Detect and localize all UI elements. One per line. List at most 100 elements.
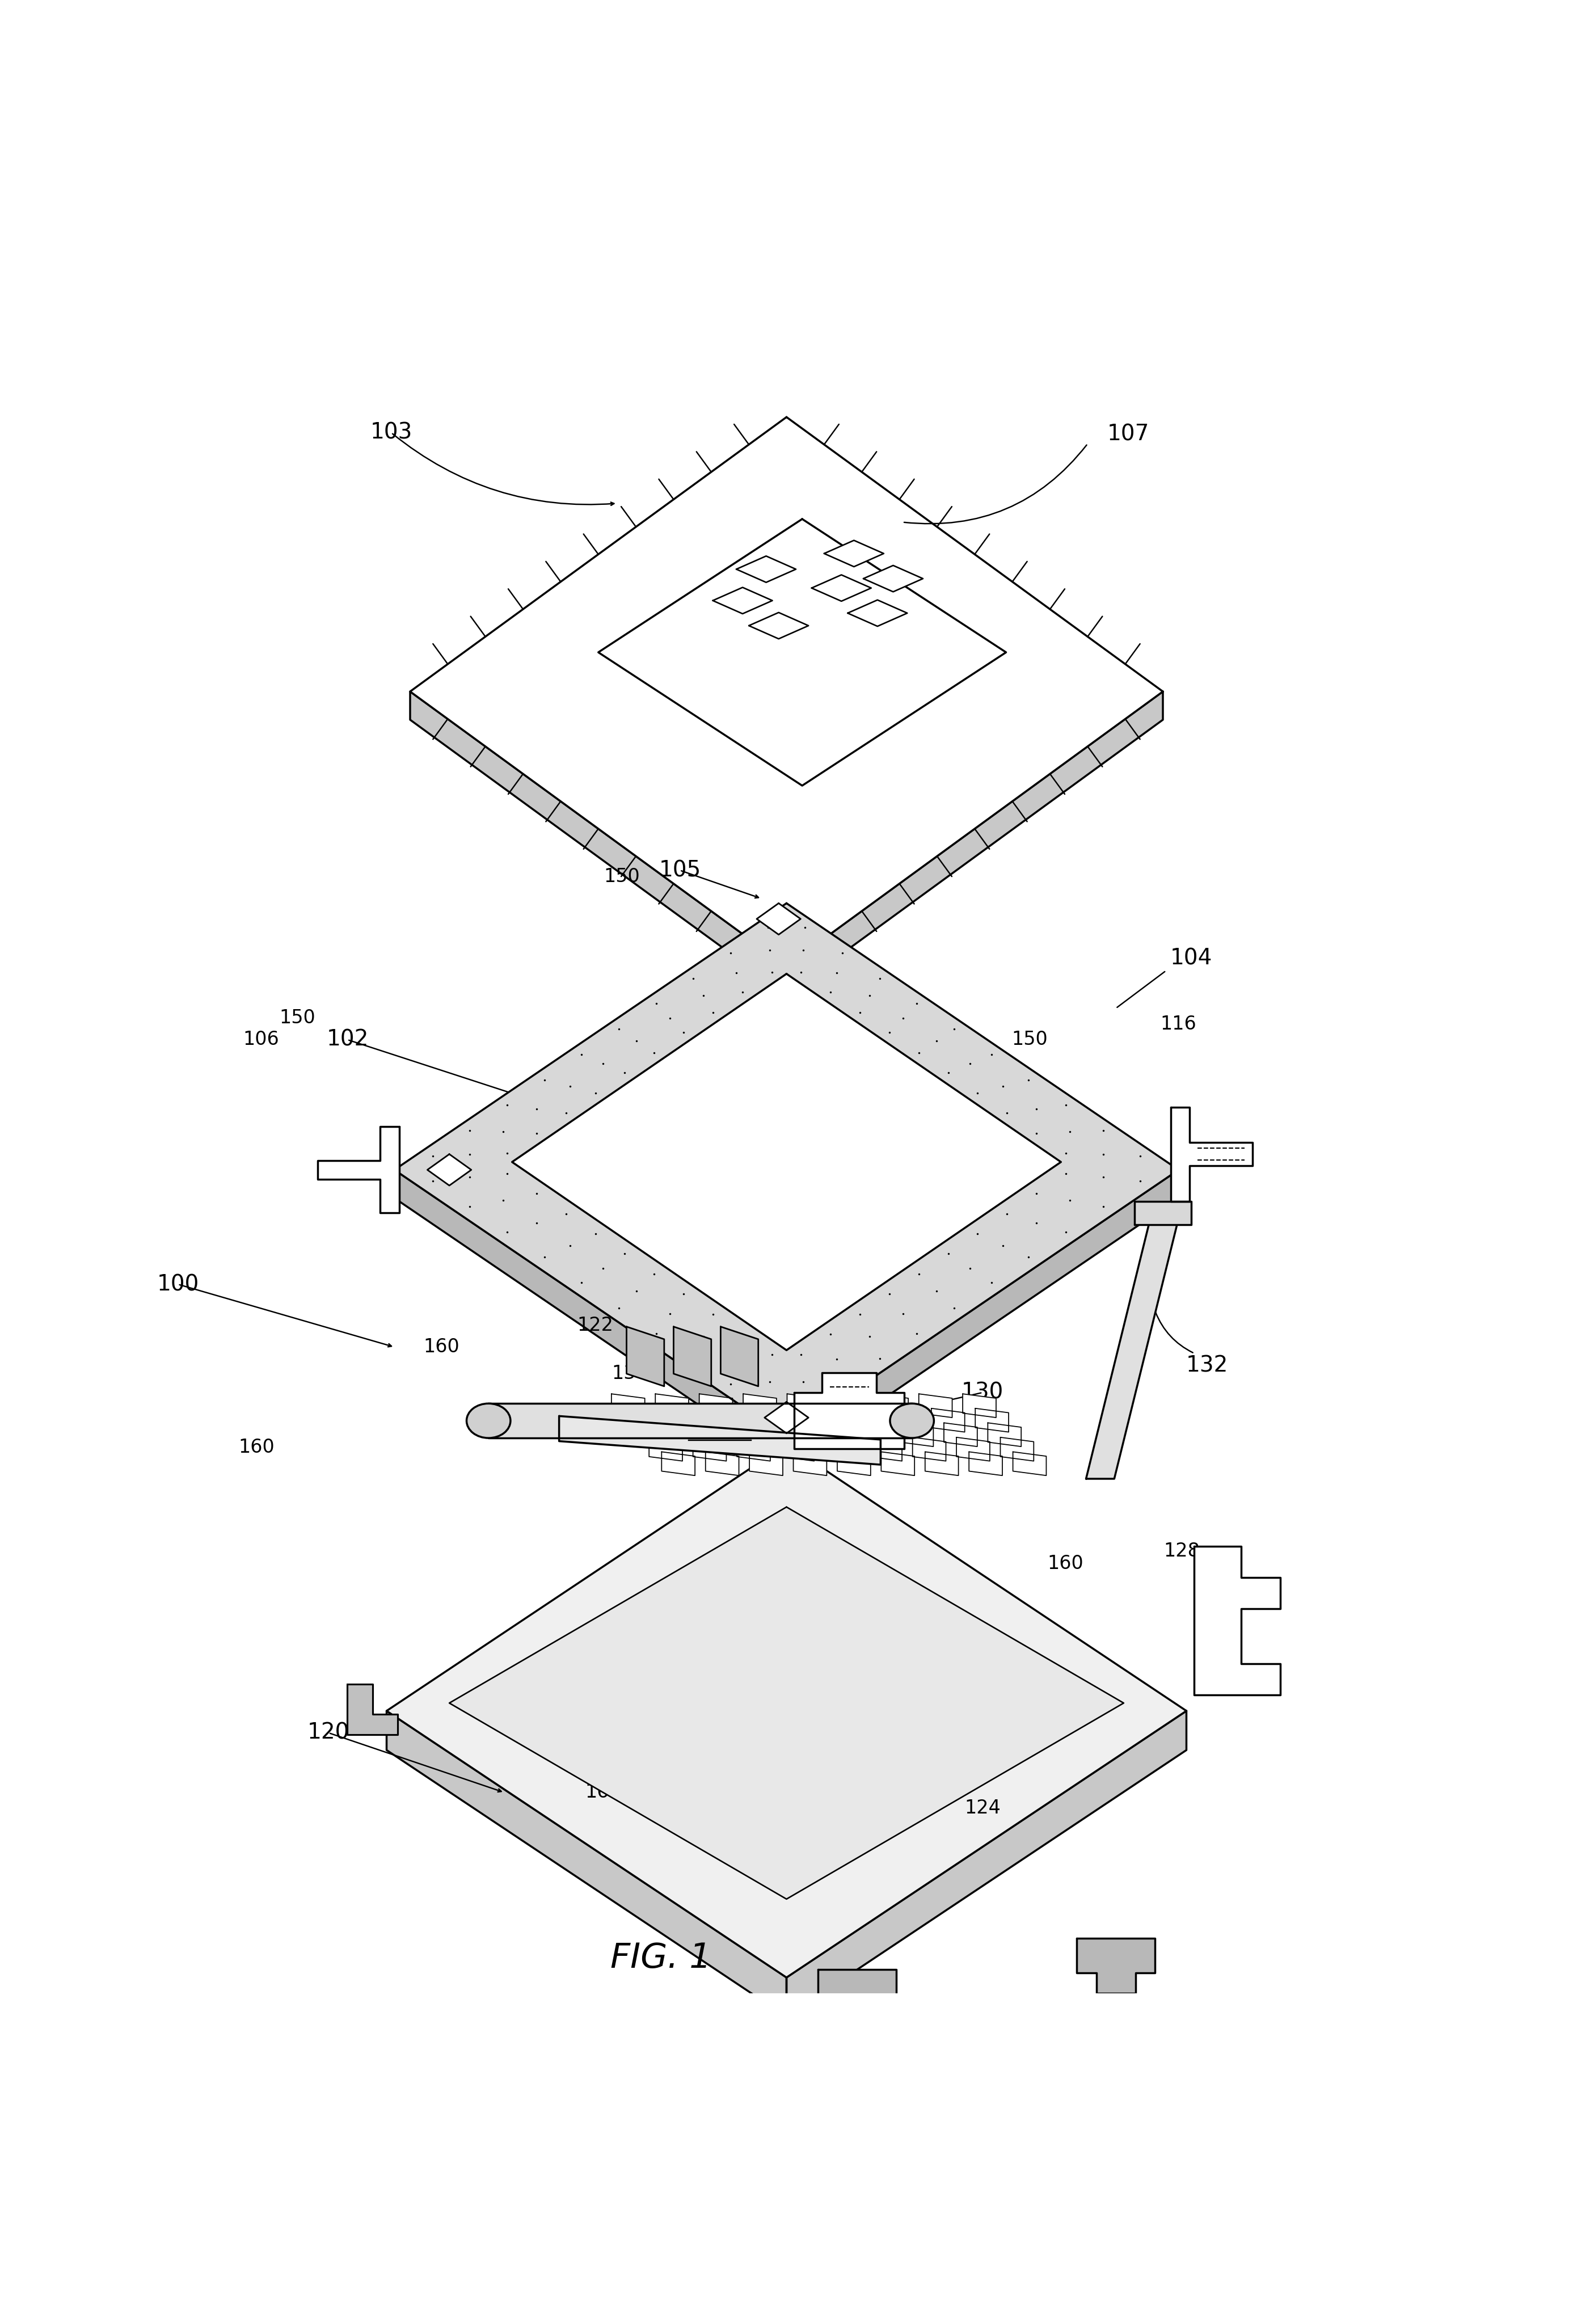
- Polygon shape: [637, 1422, 670, 1446]
- Text: 116: 116: [1161, 1016, 1197, 1034]
- Polygon shape: [912, 1436, 945, 1462]
- Polygon shape: [780, 1436, 815, 1462]
- Text: 160: 160: [423, 1339, 459, 1357]
- Polygon shape: [864, 565, 923, 593]
- Polygon shape: [650, 1436, 683, 1462]
- Polygon shape: [411, 416, 1162, 967]
- Text: 104: 104: [1170, 948, 1213, 969]
- Text: 107: 107: [1107, 423, 1150, 446]
- Polygon shape: [856, 1422, 889, 1446]
- Polygon shape: [450, 1506, 1123, 1899]
- Text: 102: 102: [326, 1030, 368, 1050]
- Polygon shape: [395, 1169, 786, 1464]
- Polygon shape: [887, 1408, 920, 1432]
- Text: 106: 106: [849, 1069, 886, 1088]
- Polygon shape: [799, 1408, 834, 1432]
- Polygon shape: [713, 1408, 746, 1432]
- Polygon shape: [1085, 1225, 1177, 1478]
- Polygon shape: [395, 904, 1178, 1436]
- Polygon shape: [626, 1327, 664, 1385]
- Polygon shape: [786, 693, 1162, 995]
- Ellipse shape: [467, 1404, 511, 1439]
- Polygon shape: [831, 1394, 864, 1418]
- Text: 150: 150: [278, 1009, 315, 1027]
- Polygon shape: [1194, 1545, 1280, 1694]
- Polygon shape: [706, 1452, 739, 1476]
- Polygon shape: [868, 1436, 901, 1462]
- Polygon shape: [1170, 1106, 1252, 1202]
- Polygon shape: [786, 1394, 821, 1418]
- Text: 160: 160: [1048, 1555, 1084, 1573]
- Polygon shape: [736, 555, 796, 583]
- Polygon shape: [969, 1452, 1002, 1476]
- Polygon shape: [755, 1408, 790, 1432]
- Polygon shape: [387, 1710, 786, 2017]
- Polygon shape: [513, 974, 1060, 1350]
- Polygon shape: [786, 1169, 1178, 1464]
- Text: 132: 132: [1186, 1355, 1229, 1376]
- Polygon shape: [1000, 1436, 1033, 1462]
- Text: 108: 108: [694, 1109, 730, 1127]
- Polygon shape: [749, 1452, 783, 1476]
- Text: 150: 150: [604, 867, 640, 885]
- Polygon shape: [428, 1155, 472, 1185]
- Polygon shape: [387, 1443, 1186, 1978]
- Text: 134: 134: [612, 1364, 648, 1383]
- Polygon shape: [931, 1408, 964, 1432]
- Text: 120: 120: [307, 1722, 349, 1743]
- Polygon shape: [812, 1422, 846, 1446]
- Polygon shape: [694, 1436, 727, 1462]
- Text: 130: 130: [961, 1383, 1004, 1404]
- Polygon shape: [489, 1404, 912, 1439]
- Polygon shape: [848, 600, 908, 625]
- Polygon shape: [598, 518, 1007, 786]
- Polygon shape: [824, 1436, 859, 1462]
- Polygon shape: [713, 588, 772, 614]
- Polygon shape: [818, 1971, 897, 2024]
- Polygon shape: [411, 693, 786, 995]
- Text: 150: 150: [1011, 1030, 1048, 1048]
- Polygon shape: [673, 1327, 711, 1385]
- Polygon shape: [700, 1394, 733, 1418]
- Polygon shape: [975, 1408, 1008, 1432]
- Polygon shape: [881, 1452, 914, 1476]
- Polygon shape: [963, 1394, 996, 1418]
- Polygon shape: [956, 1436, 989, 1462]
- Polygon shape: [662, 1452, 695, 1476]
- Text: 105: 105: [659, 860, 702, 881]
- Polygon shape: [812, 574, 871, 602]
- Polygon shape: [793, 1452, 827, 1476]
- Polygon shape: [724, 1422, 758, 1446]
- Polygon shape: [656, 1394, 689, 1418]
- Text: 160: 160: [239, 1439, 275, 1457]
- Polygon shape: [1076, 1938, 1155, 1994]
- Polygon shape: [786, 1710, 1186, 2017]
- Ellipse shape: [890, 1404, 934, 1439]
- Polygon shape: [681, 1422, 714, 1446]
- Polygon shape: [757, 904, 801, 934]
- Polygon shape: [742, 1394, 777, 1418]
- Polygon shape: [612, 1394, 645, 1418]
- Text: 124: 124: [964, 1799, 1000, 1817]
- Text: 150: 150: [606, 1132, 642, 1150]
- Text: 122: 122: [577, 1315, 613, 1334]
- Polygon shape: [925, 1452, 958, 1476]
- Polygon shape: [919, 1394, 952, 1418]
- Text: 160: 160: [585, 1783, 621, 1801]
- Text: 100: 100: [157, 1274, 200, 1294]
- Polygon shape: [875, 1394, 908, 1418]
- Text: 108: 108: [867, 1109, 903, 1127]
- Text: 128: 128: [1164, 1541, 1200, 1559]
- Text: 134: 134: [854, 1353, 890, 1371]
- Text: 103: 103: [370, 423, 412, 444]
- Polygon shape: [624, 1408, 658, 1432]
- Polygon shape: [900, 1422, 933, 1446]
- Polygon shape: [768, 1422, 802, 1446]
- Polygon shape: [720, 1327, 758, 1385]
- Polygon shape: [843, 1408, 876, 1432]
- Text: FIG. 1: FIG. 1: [610, 1943, 711, 1975]
- Polygon shape: [1013, 1452, 1046, 1476]
- Polygon shape: [669, 1408, 702, 1432]
- Text: 106: 106: [244, 1030, 280, 1048]
- Polygon shape: [824, 541, 884, 567]
